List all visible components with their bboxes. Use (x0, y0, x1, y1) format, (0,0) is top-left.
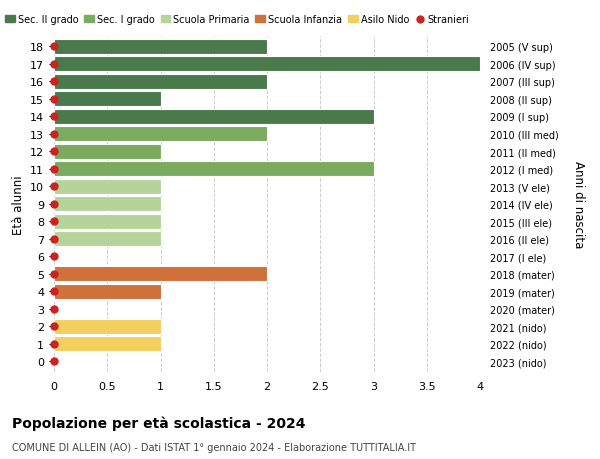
Bar (54, 145, 161, 159)
Y-axis label: Età alunni: Età alunni (11, 174, 25, 234)
Bar (54, 40, 267, 55)
Bar (54, 214, 161, 229)
Bar (54, 57, 480, 72)
Bar (54, 284, 161, 299)
Bar (54, 127, 267, 142)
Y-axis label: Anni di nascita: Anni di nascita (572, 161, 586, 248)
Bar (54, 179, 161, 194)
Text: COMUNE DI ALLEIN (AO) - Dati ISTAT 1° gennaio 2024 - Elaborazione TUTTITALIA.IT: COMUNE DI ALLEIN (AO) - Dati ISTAT 1° ge… (12, 442, 416, 452)
Bar (54, 92, 161, 107)
Text: Popolazione per età scolastica - 2024: Popolazione per età scolastica - 2024 (12, 415, 305, 430)
Bar (54, 162, 373, 177)
Legend: Sec. II grado, Sec. I grado, Scuola Primaria, Scuola Infanzia, Asilo Nido, Stran: Sec. II grado, Sec. I grado, Scuola Prim… (5, 15, 469, 25)
Bar (54, 319, 161, 334)
Bar (54, 267, 267, 281)
Bar (54, 336, 161, 351)
Bar (54, 197, 161, 212)
Bar (54, 232, 161, 246)
Bar (54, 75, 267, 90)
Bar (54, 110, 373, 124)
